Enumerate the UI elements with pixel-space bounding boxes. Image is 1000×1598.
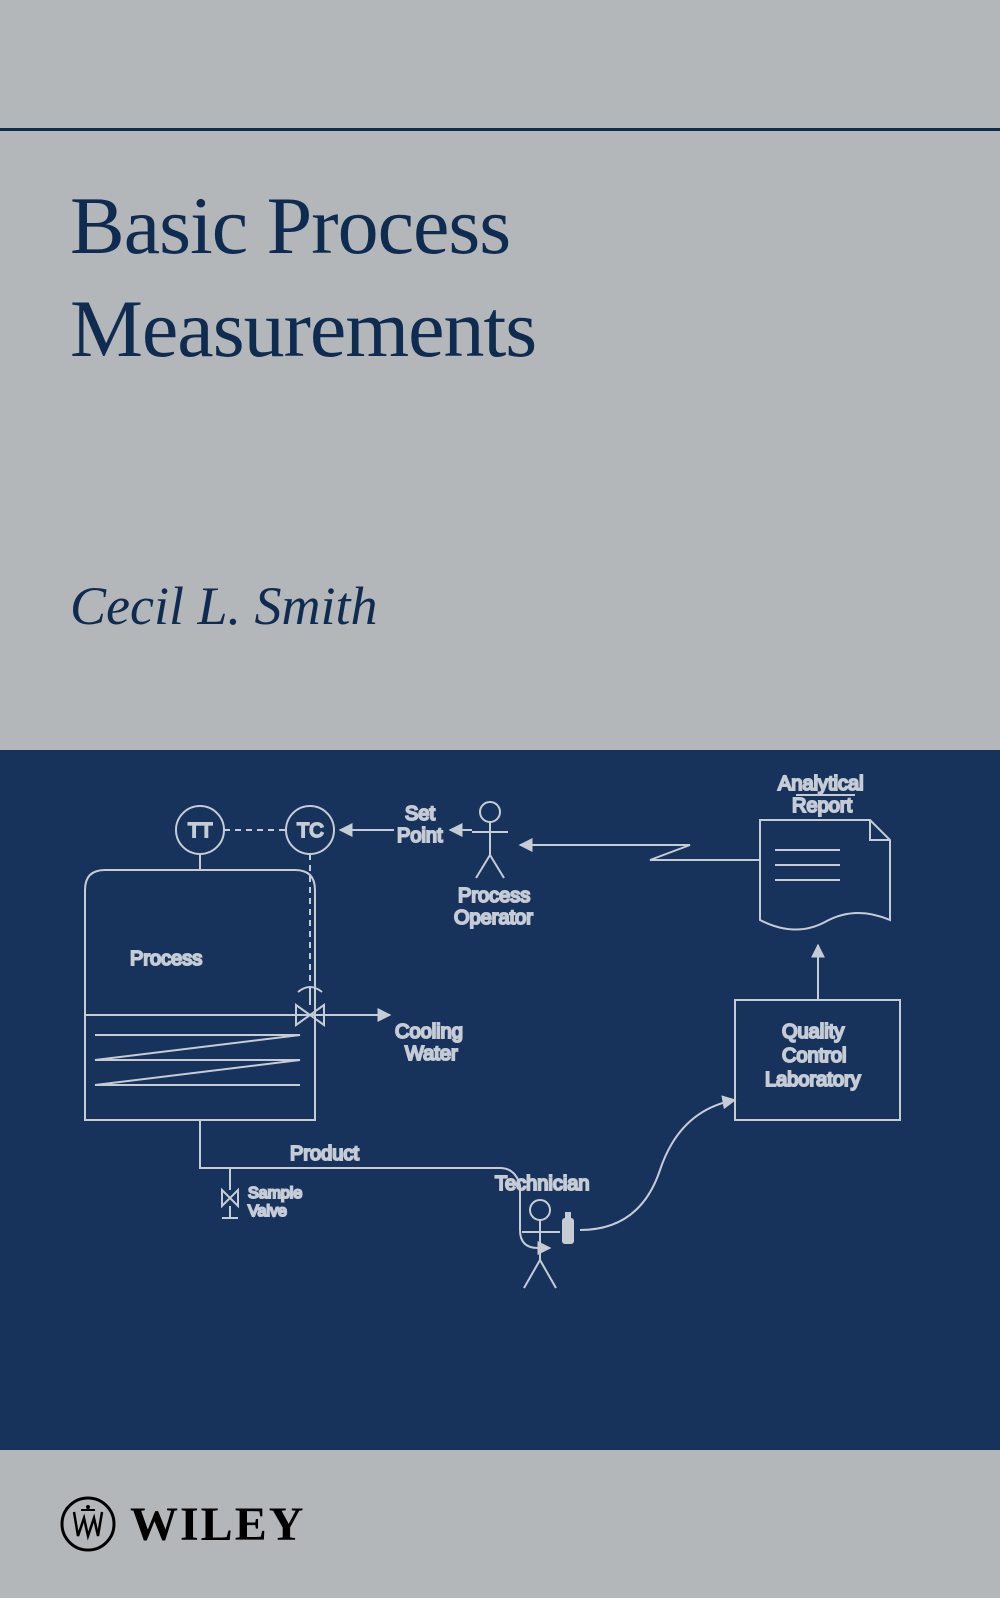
tc-label: TC [297, 820, 324, 842]
control-valve-icon [296, 987, 324, 1025]
cooling-water-label-2: Water [405, 1043, 458, 1065]
technician-icon [522, 1200, 574, 1288]
author-name: Cecil L. Smith [70, 575, 378, 637]
edge-technician-qclab [580, 1100, 735, 1230]
analytical-report-icon [760, 820, 890, 930]
publisher-bar: WILEY [0, 1450, 1000, 1598]
title-line-1: Basic Process [70, 175, 536, 278]
cooling-water-label-1: Cooling [395, 1021, 463, 1043]
publisher-name: WILEY [130, 1497, 305, 1552]
report-label-2: Report [792, 795, 852, 817]
process-label: Process [130, 948, 202, 970]
publisher-logo: WILEY [60, 1496, 305, 1552]
tt-label: TT [188, 820, 212, 842]
book-title: Basic Process Measurements [70, 175, 536, 380]
process-flowchart: Process TT TC Cooling Water Set [0, 750, 1000, 1450]
process-operator-icon [472, 802, 508, 878]
title-divider-line [0, 128, 1000, 131]
sample-valve-label-2: Valve [248, 1203, 287, 1220]
qc-lab-label-1: Quality [782, 1021, 844, 1043]
technician-label: Technician [495, 1173, 590, 1195]
sample-valve-icon [222, 1168, 238, 1218]
process-diagram-panel: Process TT TC Cooling Water Set [0, 750, 1000, 1450]
setpoint-label-2: Point [397, 825, 443, 847]
operator-label-2: Operator [454, 907, 533, 929]
product-label: Product [290, 1143, 359, 1165]
wiley-emblem-icon [60, 1496, 116, 1552]
process-tank-icon [85, 870, 315, 1120]
qc-lab-label-3: Laboratory [765, 1069, 861, 1091]
top-strip [0, 0, 1000, 128]
report-label-1: Analytical [778, 773, 864, 795]
qc-lab-label-2: Control [782, 1045, 846, 1067]
sample-valve-label-1: Sample [248, 1185, 302, 1202]
operator-label-1: Process [458, 885, 530, 907]
title-line-2: Measurements [70, 278, 536, 381]
edge-report-operator [520, 845, 760, 860]
setpoint-label-1: Set [405, 803, 435, 825]
